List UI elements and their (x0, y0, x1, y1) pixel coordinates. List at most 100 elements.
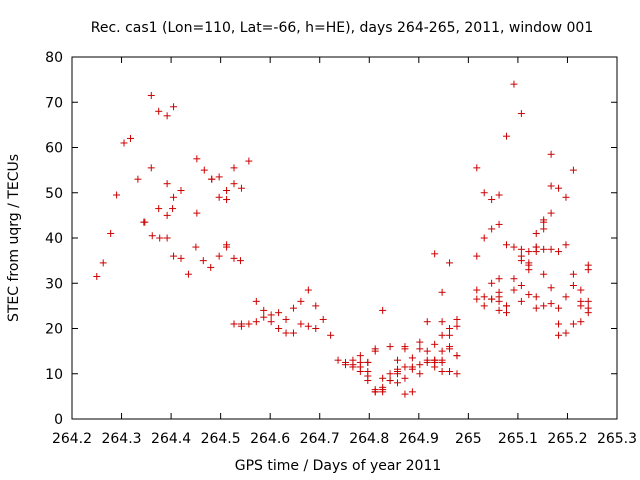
data-point (540, 225, 548, 233)
data-point (349, 356, 357, 364)
data-point (416, 345, 424, 353)
data-point (525, 291, 533, 299)
data-point (252, 318, 260, 326)
data-point (147, 164, 155, 172)
data-point (312, 325, 320, 332)
data-point (495, 220, 503, 228)
data-point (223, 241, 231, 249)
data-point (438, 331, 446, 339)
x-tick-label: 265.1 (498, 431, 538, 447)
data-point (230, 254, 238, 262)
data-point (236, 257, 244, 265)
data-point (416, 361, 424, 369)
data-point (155, 205, 163, 213)
data-point (155, 107, 163, 115)
data-point (163, 180, 171, 188)
data-point (488, 279, 496, 287)
x-tick-label: 264.9 (399, 431, 439, 447)
data-point (223, 196, 231, 204)
data-point (394, 356, 402, 364)
data-point (199, 257, 207, 265)
data-point (480, 302, 488, 310)
data-point (275, 325, 283, 332)
data-point (408, 354, 416, 362)
data-point (495, 275, 503, 283)
data-point (394, 365, 402, 373)
y-tick-label: 60 (45, 141, 63, 157)
y-tick-label: 0 (54, 412, 63, 428)
data-point (215, 173, 223, 181)
data-point (193, 209, 201, 217)
data-point (488, 295, 496, 303)
data-point (215, 193, 223, 201)
data-point (170, 193, 178, 201)
data-point (423, 318, 431, 326)
data-point (540, 245, 548, 253)
data-point (177, 254, 185, 262)
x-tick-label: 265 (455, 431, 482, 447)
data-point (431, 250, 439, 258)
data-point (453, 315, 461, 323)
data-point (312, 302, 320, 310)
data-point (446, 259, 454, 267)
data-point (495, 288, 503, 296)
data-point (304, 322, 312, 330)
data-point (297, 297, 305, 305)
data-point (200, 166, 208, 174)
data-point (237, 184, 245, 192)
data-point (163, 211, 171, 219)
data-point (394, 379, 402, 387)
chart-title: Rec. cas1 (Lon=110, Lat=-66, h=HE), days… (91, 20, 593, 36)
data-point (245, 157, 253, 165)
x-tick-label: 264.4 (151, 431, 191, 447)
data-point (473, 252, 481, 260)
data-point (510, 275, 518, 283)
data-point (223, 186, 231, 194)
data-point (438, 318, 446, 326)
data-point (341, 358, 349, 366)
data-point (126, 134, 134, 142)
data-point (453, 352, 461, 360)
data-point (446, 325, 454, 332)
data-point (532, 293, 540, 301)
data-point (547, 209, 555, 217)
x-tick-label: 264.2 (52, 431, 92, 447)
x-tick-label: 265.3 (597, 431, 637, 447)
data-point (379, 374, 387, 382)
data-point (207, 263, 215, 271)
y-tick-label: 50 (45, 186, 63, 202)
data-point (488, 196, 496, 204)
data-point (431, 356, 439, 364)
x-tick-label: 265.2 (547, 431, 587, 447)
data-point (147, 91, 155, 99)
data-point (510, 243, 518, 251)
data-point (540, 302, 548, 310)
data-point (170, 252, 178, 260)
data-point (113, 191, 121, 199)
data-point (438, 347, 446, 355)
data-point (177, 186, 185, 194)
x-axis: 264.2 264.3 264.4 264.5 264.6 264.7 264.8 264.9… (52, 57, 637, 447)
data-point (379, 306, 387, 314)
y-tick-label: 80 (45, 50, 63, 66)
data-point (401, 363, 409, 371)
x-tick-label: 264.5 (201, 431, 241, 447)
data-point (260, 313, 268, 321)
data-point (577, 318, 585, 326)
data-point (562, 329, 570, 337)
data-point (525, 248, 533, 256)
data-point (193, 155, 201, 163)
data-point (134, 175, 142, 183)
x-tick-label: 264.6 (250, 431, 290, 447)
data-point (495, 297, 503, 305)
data-point (480, 293, 488, 301)
data-point (401, 374, 409, 382)
data-point (517, 252, 525, 260)
data-point (517, 110, 525, 118)
data-point (282, 329, 290, 337)
data-point (386, 377, 394, 385)
data-point (401, 343, 409, 351)
data-point (517, 282, 525, 290)
data-point (245, 320, 253, 328)
data-point (510, 286, 518, 294)
